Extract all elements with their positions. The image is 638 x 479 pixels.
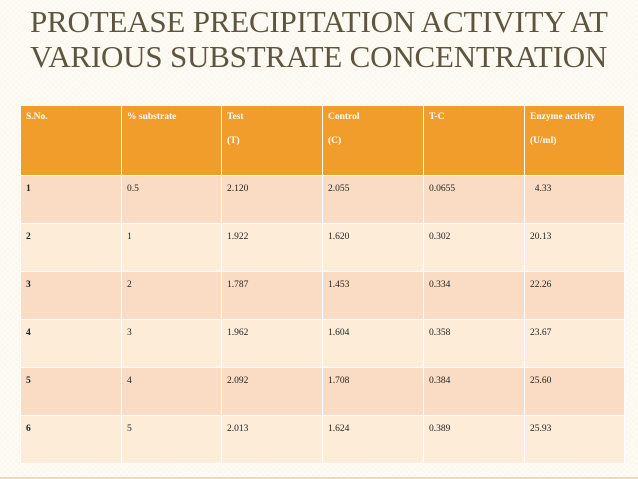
cell-control: 2.055 [322, 175, 424, 224]
header-t-minus-c: T-C [423, 105, 525, 176]
cell-enzyme-activity: 20.13 [524, 223, 625, 272]
cell-sno: 5 [20, 367, 122, 416]
cell-sno: 2 [20, 223, 122, 272]
cell-test: 1.922 [221, 223, 323, 272]
cell-enzyme-activity: 23.67 [524, 319, 625, 368]
title-line-2: VARIOUS SUBSTRATE CONCENTRATION [30, 39, 608, 74]
cell-sno: 1 [20, 175, 122, 224]
header-sno: S.No. [20, 105, 122, 176]
slide-title: PROTEASE PRECIPITATION ACTIVITY AT VARIO… [30, 4, 630, 74]
cell-substrate: 3 [121, 319, 222, 368]
cell-test: 1.787 [221, 271, 323, 320]
cell-substrate: 2 [121, 271, 222, 320]
table-row: 1 0.5 2.120 2.055 0.0655 4.33 [20, 175, 625, 224]
cell-sno: 6 [20, 415, 122, 464]
cell-test: 2.013 [221, 415, 323, 464]
cell-enzyme-activity: 25.93 [524, 415, 625, 464]
cell-test: 1.962 [221, 319, 323, 368]
table-row: 5 4 2.092 1.708 0.384 25.60 [20, 367, 625, 416]
cell-substrate: 1 [121, 223, 222, 272]
table-header-row: S.No. % substrate Test (T) Control (C) T-C… [20, 105, 625, 176]
data-table-container: S.No. % substrate Test (T) Control (C) T-C… [20, 105, 625, 464]
cell-t-minus-c: 0.389 [423, 415, 525, 464]
cell-t-minus-c: 0.0655 [423, 175, 525, 224]
cell-control: 1.624 [322, 415, 424, 464]
cell-t-minus-c: 0.358 [423, 319, 525, 368]
cell-control: 1.708 [322, 367, 424, 416]
cell-test: 2.092 [221, 367, 323, 416]
table-row: 4 3 1.962 1.604 0.358 23.67 [20, 319, 625, 368]
cell-enzyme-activity: 22.26 [524, 271, 625, 320]
cell-substrate: 4 [121, 367, 222, 416]
header-control: Control (C) [322, 105, 424, 176]
header-test: Test (T) [221, 105, 323, 176]
cell-control: 1.453 [322, 271, 424, 320]
cell-t-minus-c: 0.384 [423, 367, 525, 416]
table-row: 6 5 2.013 1.624 0.389 25.93 [20, 415, 625, 464]
cell-test: 2.120 [221, 175, 323, 224]
cell-control: 1.620 [322, 223, 424, 272]
header-enzyme-activity: Enzyme activity (U/ml) [524, 105, 625, 176]
cell-enzyme-activity: 25.60 [524, 367, 625, 416]
table-row: 3 2 1.787 1.453 0.334 22.26 [20, 271, 625, 320]
header-substrate: % substrate [121, 105, 222, 176]
title-line-1: PROTEASE PRECIPITATION ACTIVITY AT [30, 4, 608, 39]
cell-sno: 3 [20, 271, 122, 320]
cell-sno: 4 [20, 319, 122, 368]
cell-t-minus-c: 0.334 [423, 271, 525, 320]
cell-substrate: 0.5 [121, 175, 222, 224]
cell-control: 1.604 [322, 319, 424, 368]
table-row: 2 1 1.922 1.620 0.302 20.13 [20, 223, 625, 272]
enzyme-activity-table: S.No. % substrate Test (T) Control (C) T-C… [20, 105, 625, 464]
cell-substrate: 5 [121, 415, 222, 464]
cell-enzyme-activity: 4.33 [524, 175, 625, 224]
cell-t-minus-c: 0.302 [423, 223, 525, 272]
slide-bottom-border [0, 477, 638, 479]
